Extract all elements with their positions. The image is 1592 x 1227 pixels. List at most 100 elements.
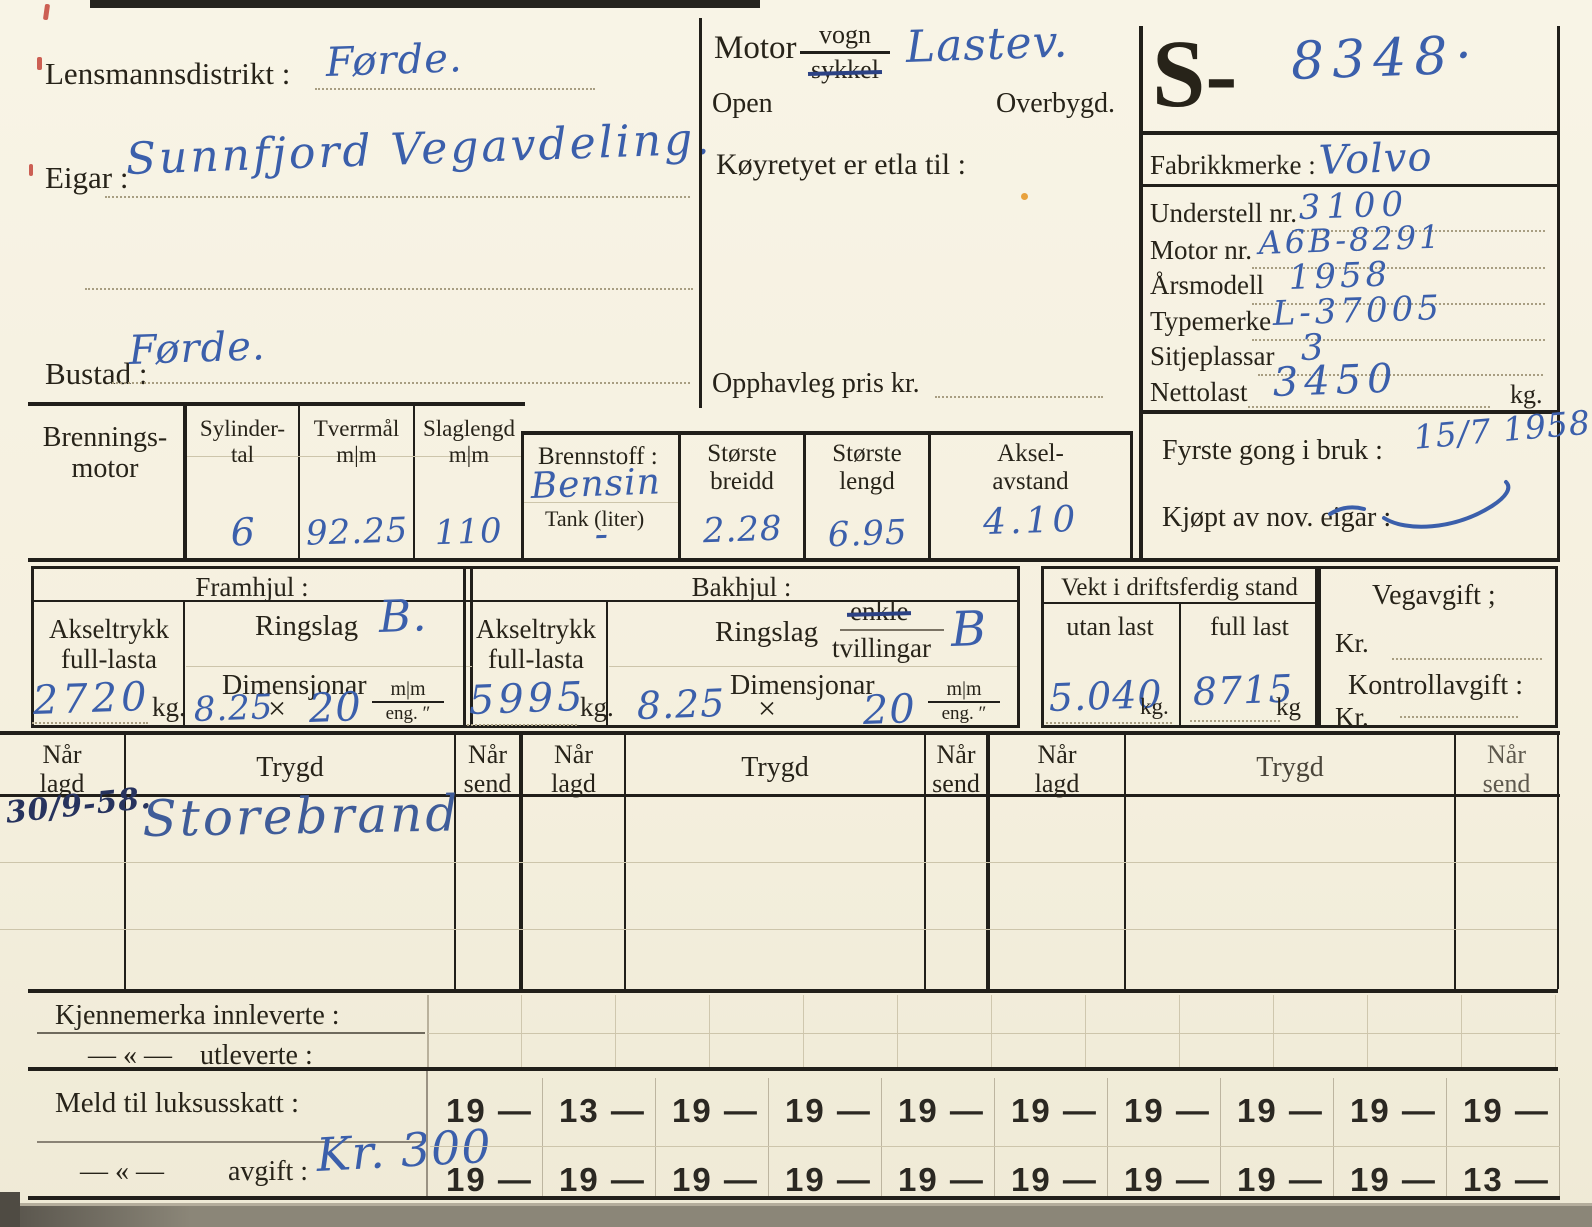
district-dotted-line bbox=[315, 88, 595, 90]
front-axle-value: 2720 bbox=[32, 673, 152, 724]
divider-left-middle bbox=[699, 18, 702, 408]
insurance-entry-company: Storebrand bbox=[142, 784, 461, 848]
weight-dotted1 bbox=[1046, 722, 1172, 724]
trygd-row-divider-2 bbox=[0, 929, 1557, 930]
red-mark bbox=[42, 3, 51, 21]
trygd-top-rule bbox=[0, 731, 1560, 735]
engine-divider-2 bbox=[413, 404, 415, 560]
rear-header-rule bbox=[466, 600, 1017, 602]
g3-nar2: Når bbox=[1487, 740, 1526, 769]
year-cell: 13 — bbox=[543, 1078, 656, 1146]
road-tax-kr: Kr. bbox=[1335, 628, 1369, 658]
owner-signature-squiggle bbox=[1328, 480, 1511, 529]
g3-send: send bbox=[1482, 769, 1531, 799]
residence-label: Bustad : bbox=[45, 356, 148, 391]
wheelbase-header-top: Aksel- bbox=[997, 440, 1064, 467]
motor-label: Motor bbox=[714, 30, 797, 66]
g1-nar2: Når bbox=[468, 740, 507, 769]
front-axle-header-bottom: full-lasta bbox=[61, 644, 157, 675]
weight-unit1: kg. bbox=[1140, 694, 1169, 719]
rear-axle-header: Akseltrykk full-lasta bbox=[468, 614, 604, 674]
control-tax-dotted bbox=[1400, 716, 1518, 718]
wheelbase-header: Aksel- avstand bbox=[931, 440, 1130, 496]
rear-axle-unit: kg. bbox=[580, 692, 614, 722]
tvillingar-label: tvillingar bbox=[832, 633, 931, 663]
year-cell: 19 — bbox=[656, 1147, 769, 1198]
bore-header-bottom: m|m bbox=[336, 441, 377, 467]
plates-grid bbox=[428, 995, 1560, 1067]
length-header-bottom: lengd bbox=[839, 468, 895, 495]
year-cell: 19 — bbox=[769, 1147, 882, 1198]
length-header: Største lengd bbox=[806, 440, 928, 496]
front-axle-dotted bbox=[32, 722, 148, 724]
trygd-g2-title: Trygd bbox=[741, 752, 809, 783]
year-cell: 19 — bbox=[543, 1147, 656, 1198]
trygd-v1 bbox=[124, 731, 126, 989]
g2-send: send bbox=[932, 769, 980, 799]
typemerke-label: Typemerke bbox=[1150, 306, 1272, 336]
bore-header-top: Tverrmål bbox=[313, 416, 400, 441]
road-tax-label: Vegavgift ; bbox=[1372, 580, 1496, 611]
rear-unit-top: m|m bbox=[946, 678, 982, 700]
g3-nar: Når bbox=[1037, 740, 1077, 769]
plates-bottom-rule bbox=[28, 1067, 1558, 1071]
trygd-row-divider-1 bbox=[0, 862, 1557, 863]
residence-dotted-line bbox=[112, 382, 690, 384]
owner-value: Sunnfjord Vegavdeling. bbox=[125, 113, 714, 185]
g2-lagd: lagd bbox=[551, 769, 596, 799]
front-dim-b: 20 bbox=[308, 684, 363, 732]
year-cell: 19 — bbox=[1334, 1147, 1447, 1198]
cylinder-header: Sylinder- tal bbox=[187, 416, 298, 468]
rear-axle-dotted bbox=[467, 724, 577, 726]
district-value: Førde. bbox=[325, 35, 464, 86]
panel-hline-2 bbox=[1139, 184, 1560, 187]
price-label: Opphavleg pris kr. bbox=[712, 368, 920, 399]
year-cell: 19 — bbox=[1108, 1147, 1221, 1198]
sitjeplassar-dotted bbox=[1258, 374, 1543, 376]
front-unit-top: m|m bbox=[390, 678, 426, 700]
vehicle-kind-value: Lastev. bbox=[905, 16, 1070, 73]
owner-label: Eigar : bbox=[45, 160, 129, 195]
weight-header-rule bbox=[1044, 602, 1315, 604]
stroke-header: Slaglengd m|m bbox=[415, 416, 523, 468]
g1-lagd: lagd bbox=[39, 769, 85, 799]
rear-axle-value: 5995 bbox=[468, 673, 588, 724]
g2-nar2: Når bbox=[936, 740, 976, 769]
red-mark bbox=[37, 57, 42, 70]
firstuse-top-rule bbox=[1143, 410, 1557, 414]
trygd-g3-title: Trygd bbox=[1256, 752, 1324, 783]
first-use-label: Fyrste gong i bruk : bbox=[1162, 435, 1383, 466]
vehicle-kind-fraction: vogn sykkel bbox=[800, 20, 890, 85]
rear-dim-label: Dimensjonar bbox=[730, 670, 875, 701]
trygd-v4 bbox=[624, 731, 626, 989]
year-row-2: 19 —19 —19 —19 —19 —19 —19 —19 —19 —13 — bbox=[430, 1147, 1560, 1198]
plates-row-divider bbox=[37, 1032, 425, 1034]
year-cell: 19 — bbox=[882, 1078, 995, 1146]
nettolast-dotted bbox=[1248, 406, 1490, 408]
scan-edge-corner bbox=[0, 1192, 20, 1227]
luxury-row-divider bbox=[37, 1141, 422, 1143]
fuel-value: Bensin bbox=[530, 461, 662, 507]
year-cell: 19 — bbox=[1221, 1078, 1334, 1146]
engine-top-rule bbox=[28, 402, 525, 406]
understell-label: Understell nr. bbox=[1150, 198, 1297, 228]
dims-right-border bbox=[1130, 433, 1133, 562]
luxury-bottom-rule bbox=[28, 1196, 1560, 1200]
rear-dim-divider bbox=[609, 666, 1017, 667]
engine-divider-1 bbox=[298, 404, 300, 560]
front-inner-divider bbox=[183, 602, 185, 726]
motornr-label: Motor nr. bbox=[1150, 235, 1253, 265]
weight-title: Vekt i driftsferdig stand bbox=[1061, 574, 1298, 601]
year-cell: 19 — bbox=[1221, 1147, 1334, 1198]
front-dim-label: Dimensjonar bbox=[222, 670, 367, 701]
luxury-ditto: — « — bbox=[80, 1156, 164, 1187]
width-header-top: Største bbox=[707, 440, 777, 467]
owner-dotted-line-2 bbox=[85, 288, 693, 290]
plates-ditto: — « — bbox=[88, 1040, 172, 1071]
typemerke-dotted bbox=[1252, 339, 1545, 341]
stroke-value: 110 bbox=[434, 510, 504, 554]
sitjeplassar-label: Sitjeplassar bbox=[1150, 341, 1275, 371]
residence-value: Førde. bbox=[128, 323, 267, 374]
front-wheel-box bbox=[31, 566, 473, 728]
